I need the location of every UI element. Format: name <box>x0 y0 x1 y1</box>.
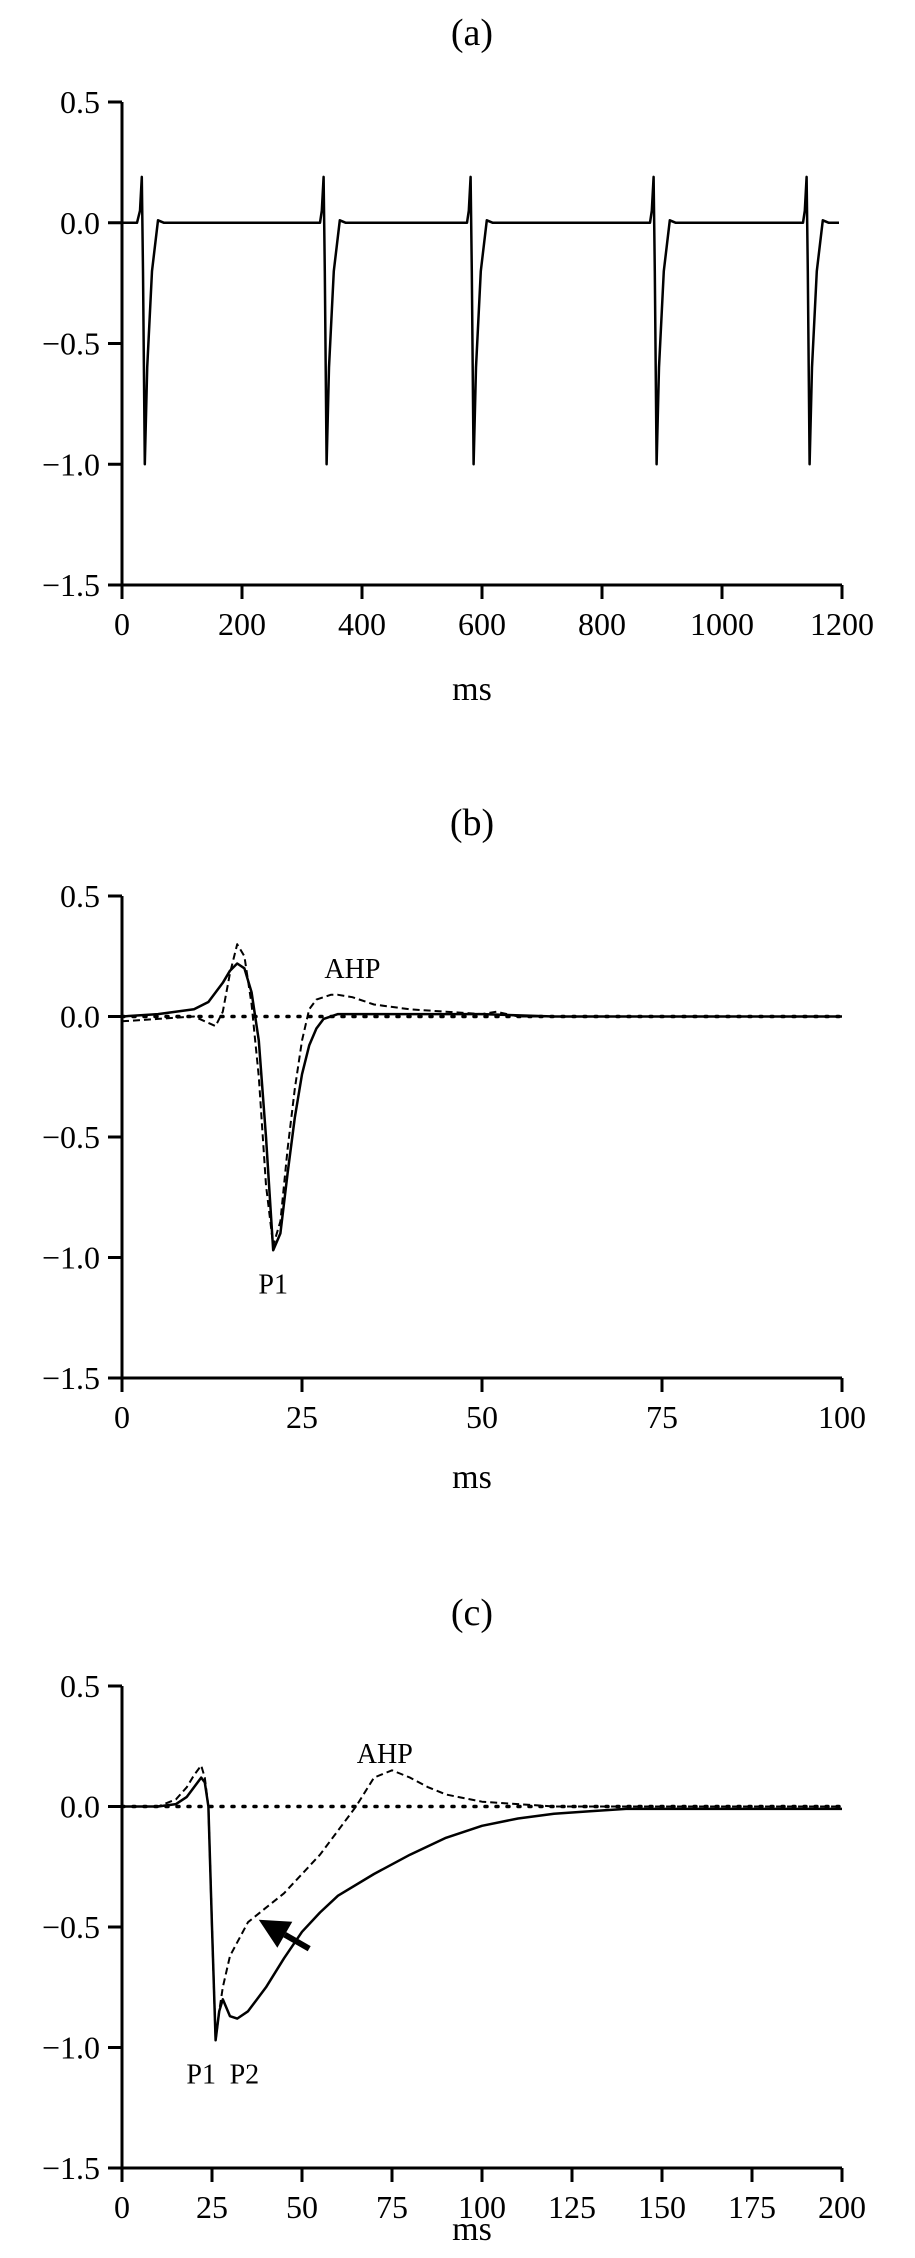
annotation-p2: P2 <box>230 2060 260 2091</box>
x-tick-label: 100 <box>458 2189 506 2225</box>
y-tick-label: −0.5 <box>42 326 100 362</box>
panel-b: (b) 0.5 0.0 −0.5 −1.0 −1.5 0 25 50 75 100 ms AHP P1 <box>42 802 866 1496</box>
y-tick-label: 0.0 <box>60 1789 100 1825</box>
series-line-dashed <box>122 1764 842 2042</box>
y-tick-label: 0.0 <box>60 999 100 1035</box>
x-tick-label: 100 <box>818 1399 866 1435</box>
panel-c: (c) 0.5 0.0 −0.5 −1.0 −1.5 0 25 50 75 100 125 150 175… <box>42 1592 866 2248</box>
y-tick-label: −1.0 <box>42 1240 100 1276</box>
x-tick-label: 400 <box>338 606 386 642</box>
x-tick-label: 0 <box>114 606 130 642</box>
x-tick-label: 1000 <box>690 606 754 642</box>
x-tick-label: 125 <box>548 2189 596 2225</box>
panel-label: (b) <box>450 802 494 844</box>
y-tick-label: −0.5 <box>42 1909 100 1945</box>
x-tick-label: 0 <box>114 1399 130 1435</box>
y-tick-label: −1.5 <box>42 567 100 603</box>
annotation-p1: P1 <box>258 1270 288 1301</box>
x-tick-label: 800 <box>578 606 626 642</box>
series-line-solid <box>122 1776 842 2042</box>
x-tick-label: 200 <box>818 2189 866 2225</box>
series-line-solid <box>121 962 842 1252</box>
x-tick-label: 200 <box>218 606 266 642</box>
arrow-annotation <box>258 1919 311 1952</box>
y-tick-label: 0.5 <box>60 1668 100 1704</box>
panel-a: (a) 0.5 0.0 −0.5 −1.0 −1.5 0 200 400 600 800 1000 12… <box>42 12 874 708</box>
y-tick-label: 0.5 <box>60 878 100 914</box>
annotation-ahp: AHP <box>324 954 380 985</box>
x-tick-label: 600 <box>458 606 506 642</box>
series-line-dashed <box>121 943 842 1247</box>
x-tick-label: 0 <box>114 2189 130 2225</box>
x-tick-label: 25 <box>196 2189 228 2225</box>
x-tick-label: 50 <box>286 2189 318 2225</box>
y-tick-label: −1.0 <box>42 446 100 482</box>
y-tick-label: 0.0 <box>60 205 100 241</box>
x-tick-label: 1200 <box>810 606 874 642</box>
x-axis-title: ms <box>452 671 492 708</box>
series-line-solid <box>122 175 839 466</box>
x-tick-label: 75 <box>646 1399 678 1435</box>
panel-label: (c) <box>451 1592 493 1634</box>
y-tick-label: −1.5 <box>42 1360 100 1396</box>
panel-label: (a) <box>451 12 493 54</box>
x-tick-label: 50 <box>466 1399 498 1435</box>
x-tick-label: 75 <box>376 2189 408 2225</box>
annotation-p1: P1 <box>186 2060 216 2091</box>
x-tick-label: 25 <box>286 1399 318 1435</box>
annotation-ahp: AHP <box>357 1739 413 1770</box>
x-tick-label: 175 <box>728 2189 776 2225</box>
x-tick-label: 150 <box>638 2189 686 2225</box>
y-tick-label: 0.5 <box>60 84 100 120</box>
x-axis-title: ms <box>452 1459 492 1496</box>
y-tick-label: −1.0 <box>42 2030 100 2066</box>
y-tick-label: −1.5 <box>42 2150 100 2186</box>
x-axis-title: ms <box>452 2211 492 2248</box>
y-tick-label: −0.5 <box>42 1119 100 1155</box>
